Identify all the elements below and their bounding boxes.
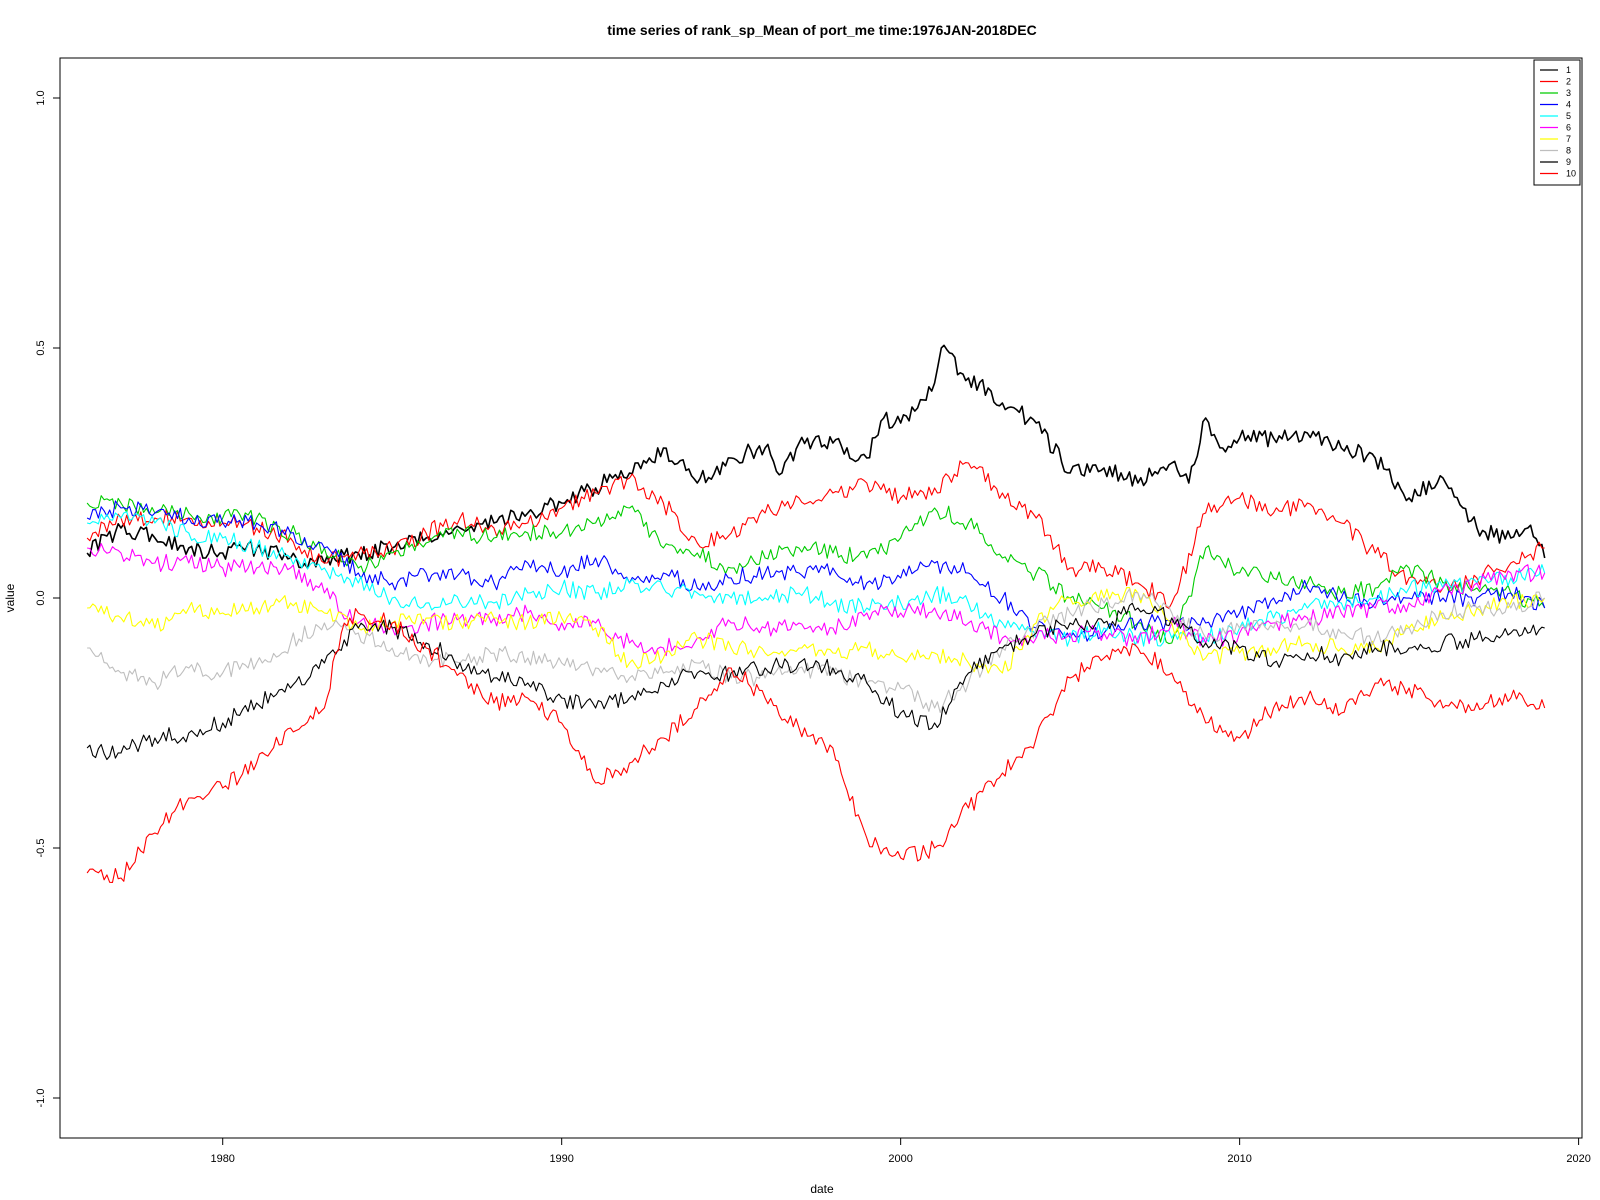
legend-label: 2 (1566, 77, 1571, 87)
y-tick-label: -1.0 (35, 1089, 47, 1108)
y-tick-label: 0.5 (35, 340, 47, 355)
y-axis-label: value (3, 583, 17, 612)
x-axis-label: date (810, 1182, 834, 1196)
legend-label: 5 (1566, 111, 1571, 121)
series-line-4 (86, 500, 1546, 642)
y-tick-label: -0.5 (35, 839, 47, 858)
series-line-1 (86, 344, 1546, 569)
y-axis: -1.0 -0.5 0.0 0.5 1.0 (35, 90, 60, 1107)
x-tick-label: 2020 (1566, 1153, 1590, 1165)
series-line-6 (87, 543, 1546, 657)
legend-label: 8 (1566, 146, 1571, 156)
series-line-10 (86, 608, 1546, 883)
series-line-3 (86, 495, 1546, 645)
series-line-7 (87, 587, 1546, 674)
legend-label: 3 (1566, 88, 1571, 98)
series-line-9 (86, 602, 1545, 761)
legend-label: 10 (1566, 169, 1576, 179)
y-tick-label: 0.0 (35, 590, 47, 605)
series-line-5 (86, 511, 1546, 647)
legend-label: 6 (1566, 123, 1571, 133)
legend-label: 1 (1566, 65, 1571, 75)
series-lines (86, 344, 1546, 883)
legend-box (1533, 59, 1581, 186)
x-tick-label: 1990 (549, 1153, 573, 1165)
legend-label: 4 (1566, 100, 1571, 110)
series-line-8 (87, 588, 1546, 714)
x-axis: 1980 1990 2000 2010 2020 (210, 1138, 1591, 1165)
chart-title: time series of rank_sp_Mean of port_me t… (607, 22, 1037, 38)
x-tick-label: 2010 (1227, 1153, 1251, 1165)
x-tick-label: 2000 (888, 1153, 912, 1165)
legend-label: 7 (1566, 134, 1571, 144)
x-tick-label: 1980 (210, 1153, 234, 1165)
legend-label: 9 (1566, 157, 1571, 167)
legend: 1 23 45 67 89 10 (1533, 59, 1581, 186)
y-tick-label: 1.0 (35, 90, 47, 105)
plot-frame (59, 57, 1583, 1139)
